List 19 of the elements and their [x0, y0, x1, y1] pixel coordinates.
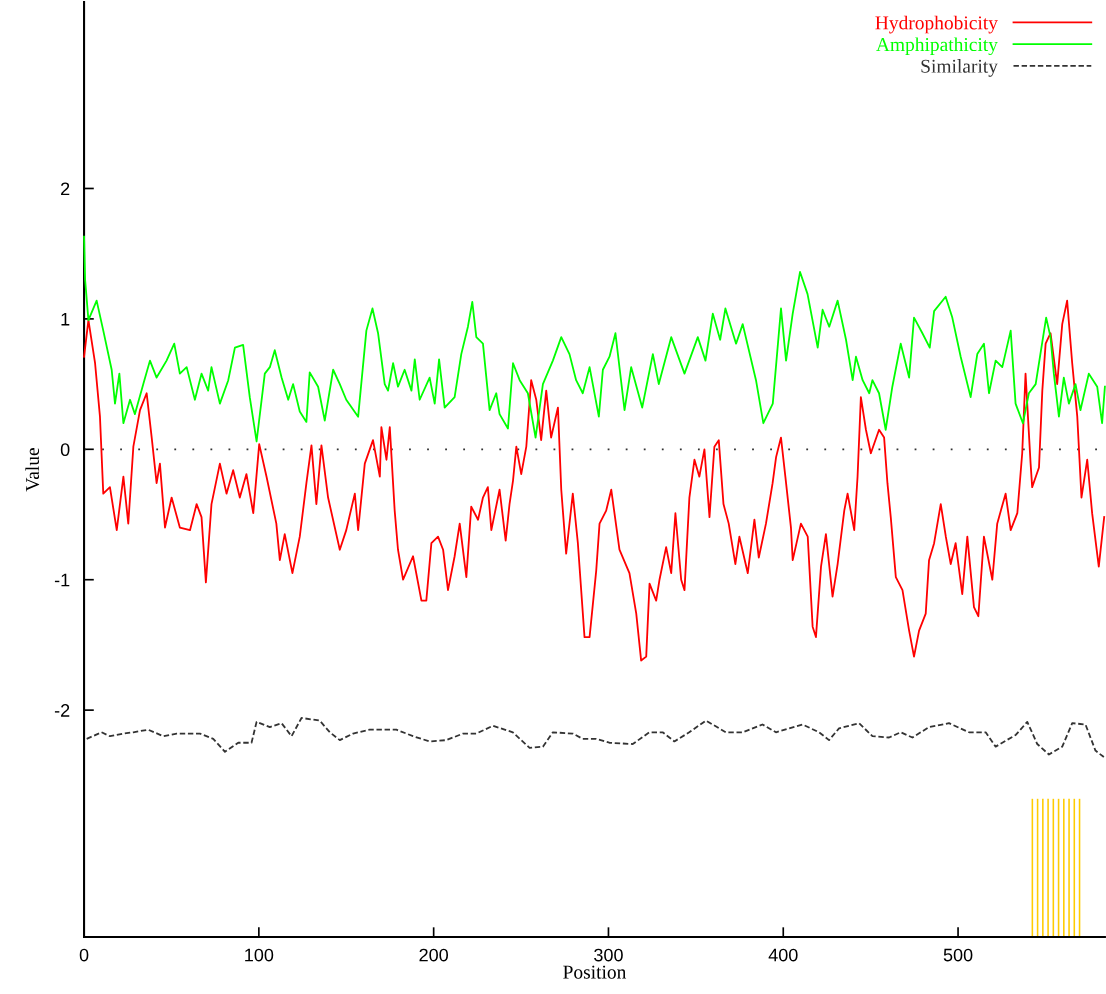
x-tick-label: 400 [768, 948, 798, 962]
x-tick-label: 200 [419, 948, 449, 962]
line-series [85, 717, 1105, 758]
legend-label: Similarity [921, 59, 998, 77]
x-axis-title: Position [563, 965, 627, 979]
y-axis-title: Value [25, 448, 40, 492]
y-tick-label: 0 [60, 443, 70, 457]
y-tick-label: -2 [54, 704, 70, 717]
y-tick-label: 2 [61, 182, 70, 196]
x-tick-label: 500 [943, 948, 973, 962]
legend-label: Amphipathicity [876, 37, 998, 56]
x-tick-label: 300 [594, 948, 623, 962]
y-tick-label: 1 [61, 313, 70, 326]
x-tick-label: 100 [245, 948, 274, 962]
line-series [83, 299, 1106, 662]
x-tick-label: 0 [79, 948, 89, 962]
legend-label: Hydrophobicity [875, 15, 998, 34]
y-tick-label: -1 [54, 573, 70, 587]
line-series [83, 235, 1106, 443]
